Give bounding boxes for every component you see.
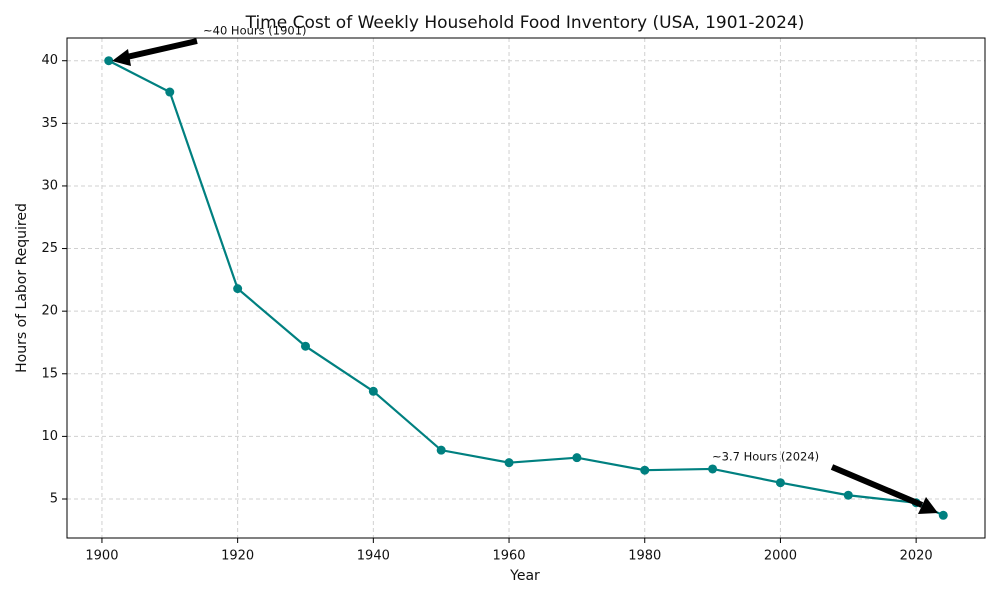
y-tick-label: 15 xyxy=(41,366,58,381)
y-tick-label: 20 xyxy=(41,304,58,319)
data-point xyxy=(436,445,446,455)
annotation: ~3.7 Hours (2024) xyxy=(712,450,938,514)
data-line xyxy=(108,59,944,517)
annotation-text: ~3.7 Hours (2024) xyxy=(712,450,819,464)
data-point xyxy=(233,284,243,294)
x-tick-label: 2000 xyxy=(764,549,797,564)
data-point xyxy=(104,56,114,66)
annotation-arrowhead xyxy=(112,49,131,66)
data-point xyxy=(843,490,853,500)
y-tick-label: 25 xyxy=(41,241,58,256)
y-tick-label: 30 xyxy=(41,178,58,193)
x-tick-label: 1960 xyxy=(492,549,525,564)
data-point xyxy=(775,478,785,488)
y-axis-label: Hours of Labor Required xyxy=(14,203,30,373)
data-point xyxy=(708,464,718,474)
data-point xyxy=(504,458,514,468)
chart-title: Time Cost of Weekly Household Food Inven… xyxy=(245,13,805,33)
data-point xyxy=(572,453,582,463)
data-point xyxy=(165,87,175,97)
data-point xyxy=(368,386,378,396)
annotation-arrow xyxy=(830,464,924,508)
y-tick-label: 5 xyxy=(50,491,58,506)
plot-area: 5 10 15 20 25 30 35 40 1900 1920 1940 1960 1980 2000 2… xyxy=(41,37,986,564)
annotation-arrow xyxy=(126,38,198,60)
y-tick-label: 40 xyxy=(41,53,58,68)
data-point xyxy=(640,465,650,475)
annotation-text: ~40 Hours (1901) xyxy=(203,24,307,38)
x-axis-label: Year xyxy=(509,568,540,584)
x-tick-label: 1980 xyxy=(628,549,661,564)
x-tick-label: 1940 xyxy=(357,549,390,564)
annotation-arrowhead xyxy=(918,497,938,514)
x-tick-label: 1900 xyxy=(85,549,118,564)
data-point xyxy=(938,510,948,520)
x-tick-label: 2020 xyxy=(900,549,933,564)
y-tick-label: 10 xyxy=(41,429,58,444)
y-tick-label: 35 xyxy=(41,116,58,131)
plot-frame xyxy=(66,37,986,539)
annotation: ~40 Hours (1901) xyxy=(112,24,307,66)
x-tick-label: 1920 xyxy=(221,549,254,564)
data-point xyxy=(300,341,310,351)
